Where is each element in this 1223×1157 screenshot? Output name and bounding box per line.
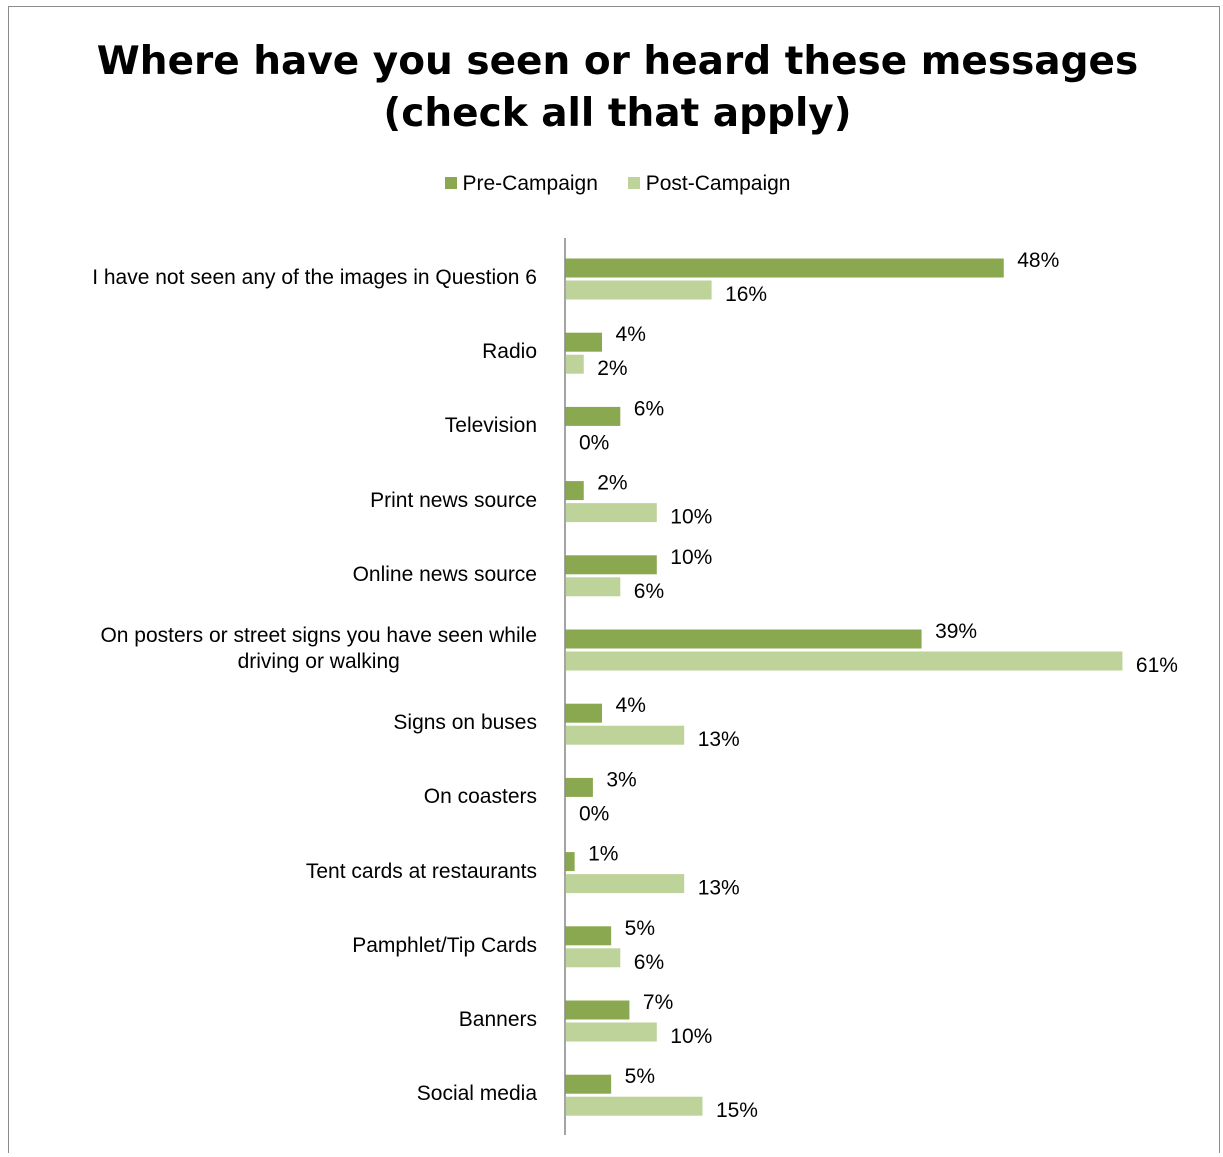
bar-pre-campaign-tent-cards-at-restaurants [565, 852, 575, 872]
legend-item-post-campaign: Post-Campaign [627, 172, 791, 196]
chart-title-line-1: Where have you seen or heard these messa… [96, 39, 1139, 84]
bar-pre-campaign-pamphlet-tip-cards [565, 926, 612, 946]
chart-title: Where have you seen or heard these messa… [0, 36, 1223, 140]
data-label-post-campaign-print-news-source: 10% [670, 506, 712, 529]
bar-pre-campaign-social-media [565, 1074, 612, 1094]
bar-post-campaign-banners [565, 1022, 657, 1042]
bar-pre-campaign-online-news-source [565, 555, 657, 575]
bar-post-campaign-pamphlet-tip-cards [565, 948, 621, 968]
data-label-pre-campaign-tent-cards-at-restaurants: 1% [588, 843, 618, 866]
category-label-line: Pamphlet/Tip Cards [352, 933, 537, 957]
category-label-banners: Banners [459, 1007, 537, 1033]
chart-legend: Pre-Campaign Post-Campaign [0, 172, 1223, 196]
category-label-line: Television [444, 414, 537, 438]
bar-post-campaign-i-have-not-seen-any-of-the-images-in-question-6 [565, 280, 712, 300]
data-label-pre-campaign-on-coasters: 3% [606, 768, 636, 791]
category-label-line: On coasters [423, 785, 537, 809]
bar-pre-campaign-television [565, 406, 621, 426]
category-label-social-media: Social media [417, 1081, 537, 1107]
data-label-pre-campaign-pamphlet-tip-cards: 5% [625, 917, 655, 940]
data-label-pre-campaign-i-have-not-seen-any-of-the-images-in-question-6: 48% [1017, 249, 1059, 272]
legend-label-post-campaign: Post-Campaign [645, 172, 791, 195]
bar-pre-campaign-print-news-source [565, 481, 584, 501]
category-label-tent-cards-at-restaurants: Tent cards at restaurants [306, 859, 537, 885]
data-label-post-campaign-banners: 10% [670, 1025, 712, 1048]
data-label-post-campaign-pamphlet-tip-cards: 6% [634, 951, 664, 974]
bar-pre-campaign-radio [565, 332, 603, 352]
data-label-pre-campaign-on-posters-or-street-signs-you-have-seen-while-driving-or-walking: 39% [935, 620, 977, 643]
data-label-post-campaign-on-coasters: 0% [579, 802, 609, 825]
chart-frame [8, 6, 1220, 1153]
category-label-print-news-source: Print news source [370, 488, 537, 514]
data-label-pre-campaign-print-news-source: 2% [597, 472, 627, 495]
bar-post-campaign-online-news-source [565, 577, 621, 597]
legend-swatch-pre-campaign [444, 177, 457, 189]
bar-pre-campaign-banners [565, 1000, 630, 1020]
category-label-radio: Radio [482, 339, 537, 365]
category-label-line: Print news source [370, 488, 537, 512]
data-label-pre-campaign-social-media: 5% [625, 1065, 655, 1088]
category-label-line: Radio [482, 340, 537, 364]
bar-post-campaign-on-posters-or-street-signs-you-have-seen-while-driving-or-walking [565, 651, 1123, 671]
bar-post-campaign-print-news-source [565, 503, 657, 523]
category-label-line: Banners [458, 1008, 537, 1031]
bar-post-campaign-signs-on-buses [565, 725, 685, 745]
data-label-post-campaign-tent-cards-at-restaurants: 13% [698, 877, 740, 900]
category-label-line: Tent cards at restaurants [305, 859, 537, 883]
data-label-pre-campaign-television: 6% [634, 397, 664, 420]
bar-post-campaign-social-media [565, 1096, 703, 1116]
data-label-post-campaign-i-have-not-seen-any-of-the-images-in-question-6: 16% [725, 283, 767, 306]
chart-title-line-2: (check all that apply) [383, 91, 852, 136]
category-label-pamphlet-tip-cards: Pamphlet/Tip Cards [352, 933, 537, 959]
legend-swatch-post-campaign [627, 177, 640, 189]
category-label-line: I have not seen any of the images in Que… [92, 266, 537, 289]
bar-pre-campaign-signs-on-buses [565, 703, 603, 723]
bar-pre-campaign-on-coasters [565, 777, 593, 797]
category-label-line: Social media [416, 1082, 537, 1106]
category-label-television: Television [445, 413, 537, 439]
category-label-line: Signs on buses [393, 711, 537, 735]
data-label-pre-campaign-signs-on-buses: 4% [616, 694, 646, 717]
category-label-signs-on-buses: Signs on buses [393, 710, 537, 736]
bar-pre-campaign-i-have-not-seen-any-of-the-images-in-question-6 [565, 258, 1004, 278]
category-label-line: driving or walking [237, 650, 400, 673]
data-label-pre-campaign-radio: 4% [616, 323, 646, 346]
data-label-post-campaign-radio: 2% [597, 357, 627, 380]
data-label-post-campaign-television: 0% [579, 431, 609, 454]
legend-label-pre-campaign: Pre-Campaign [462, 172, 598, 195]
category-label-line: Online news source [352, 562, 537, 586]
category-label-on-posters-or-street-signs-you-have-seen-while-driving-or-walking: On posters or street signs you have seen… [100, 623, 537, 675]
data-label-post-campaign-signs-on-buses: 13% [698, 728, 740, 751]
data-label-pre-campaign-banners: 7% [643, 991, 673, 1014]
data-label-post-campaign-social-media: 15% [716, 1099, 758, 1122]
data-label-post-campaign-online-news-source: 6% [634, 580, 664, 603]
bar-post-campaign-radio [565, 354, 584, 374]
category-label-i-have-not-seen-any-of-the-images-in-question-6: I have not seen any of the images in Que… [92, 265, 537, 291]
data-label-post-campaign-on-posters-or-street-signs-you-have-seen-while-driving-or-walking: 61% [1136, 654, 1178, 677]
legend-item-pre-campaign: Pre-Campaign [444, 172, 598, 196]
category-label-line: On posters or street signs you have seen… [100, 624, 537, 647]
category-label-online-news-source: Online news source [353, 562, 537, 588]
category-label-on-coasters: On coasters [424, 784, 537, 810]
bar-post-campaign-tent-cards-at-restaurants [565, 874, 685, 894]
bar-pre-campaign-on-posters-or-street-signs-you-have-seen-while-driving-or-walking [565, 629, 922, 649]
data-label-pre-campaign-online-news-source: 10% [670, 546, 712, 569]
